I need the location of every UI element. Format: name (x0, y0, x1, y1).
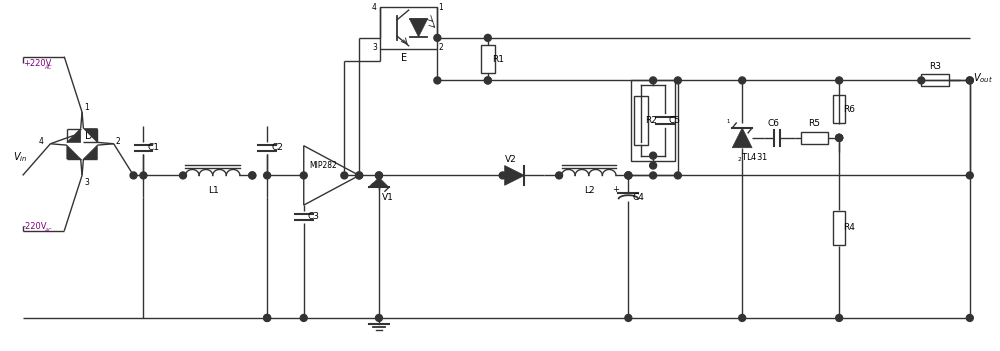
Circle shape (180, 172, 186, 179)
Circle shape (836, 134, 843, 141)
Text: C1: C1 (147, 143, 159, 152)
Circle shape (650, 172, 657, 179)
Text: V1: V1 (382, 193, 394, 202)
Text: C2: C2 (271, 143, 283, 152)
Bar (380, 7, 437, 49)
Text: $^{1}$: $^{1}$ (726, 119, 731, 128)
Bar (833, 95, 845, 123)
Circle shape (484, 34, 491, 41)
Text: 1: 1 (438, 3, 443, 12)
Circle shape (650, 77, 657, 84)
Circle shape (484, 77, 491, 84)
Bar (921, 74, 949, 86)
Circle shape (375, 172, 382, 179)
Circle shape (674, 77, 681, 84)
Text: $V_{out}$: $V_{out}$ (973, 72, 993, 85)
Circle shape (674, 172, 681, 179)
Bar (634, 96, 648, 145)
Text: 2: 2 (438, 43, 443, 52)
Circle shape (650, 152, 657, 159)
Text: C3: C3 (308, 212, 320, 221)
Circle shape (249, 172, 256, 179)
Circle shape (918, 77, 925, 84)
Circle shape (434, 77, 441, 84)
Text: L1: L1 (208, 186, 218, 195)
Text: C5: C5 (669, 116, 681, 125)
Circle shape (625, 172, 632, 179)
Text: 3: 3 (372, 43, 377, 52)
Circle shape (739, 314, 746, 322)
Text: R3: R3 (929, 61, 941, 71)
Circle shape (836, 134, 843, 141)
Text: R5: R5 (808, 119, 820, 128)
Text: $_{AC}$: $_{AC}$ (44, 63, 53, 72)
Bar (833, 211, 845, 245)
Circle shape (356, 172, 363, 179)
Text: -220V: -220V (23, 222, 47, 231)
Circle shape (434, 34, 441, 41)
Text: C6: C6 (768, 119, 780, 128)
Bar (631, 80, 675, 160)
Circle shape (341, 172, 348, 179)
Polygon shape (410, 19, 427, 37)
Circle shape (130, 172, 137, 179)
Text: R4: R4 (843, 223, 855, 232)
Polygon shape (732, 128, 752, 148)
Text: $_{2}$TL431: $_{2}$TL431 (737, 152, 768, 164)
Text: 3: 3 (84, 178, 89, 187)
Circle shape (625, 314, 632, 322)
Polygon shape (83, 145, 97, 159)
Circle shape (966, 314, 973, 322)
Circle shape (650, 162, 657, 169)
Polygon shape (67, 145, 81, 159)
Text: 4: 4 (372, 3, 377, 12)
Circle shape (484, 77, 491, 84)
Text: 4: 4 (39, 137, 43, 146)
Bar (481, 45, 495, 73)
Circle shape (300, 172, 307, 179)
Circle shape (625, 172, 632, 179)
Text: MIP282: MIP282 (310, 160, 337, 170)
Text: 1: 1 (84, 103, 89, 112)
Circle shape (966, 77, 973, 84)
Circle shape (140, 172, 147, 179)
Text: E: E (401, 53, 407, 62)
Text: $_{AC}$: $_{AC}$ (44, 226, 53, 235)
Circle shape (739, 77, 746, 84)
Text: R2: R2 (645, 116, 657, 125)
Polygon shape (83, 128, 97, 143)
Circle shape (836, 77, 843, 84)
Circle shape (499, 172, 506, 179)
Text: 2: 2 (116, 137, 120, 146)
Text: V2: V2 (505, 154, 516, 164)
Text: $^{\delta}$: $^{\delta}$ (745, 141, 750, 147)
Circle shape (264, 314, 271, 322)
Text: $V_{in}$: $V_{in}$ (13, 150, 27, 164)
Circle shape (836, 314, 843, 322)
Text: +220V: +220V (23, 59, 51, 67)
Circle shape (375, 314, 382, 322)
Circle shape (375, 172, 382, 179)
Text: R1: R1 (492, 55, 504, 64)
Text: +: + (613, 185, 619, 194)
Text: C4: C4 (632, 193, 644, 202)
Polygon shape (369, 177, 389, 187)
Bar (801, 132, 828, 144)
Circle shape (556, 172, 563, 179)
Circle shape (836, 134, 843, 141)
Circle shape (625, 172, 632, 179)
Circle shape (249, 172, 256, 179)
Circle shape (264, 172, 271, 179)
Circle shape (966, 172, 973, 179)
Circle shape (356, 172, 363, 179)
Circle shape (966, 77, 973, 84)
Circle shape (300, 314, 307, 322)
Circle shape (264, 314, 271, 322)
Polygon shape (67, 128, 81, 143)
Text: D: D (85, 131, 93, 141)
Text: R6: R6 (843, 105, 855, 114)
Text: L2: L2 (584, 186, 594, 195)
Polygon shape (505, 166, 524, 185)
